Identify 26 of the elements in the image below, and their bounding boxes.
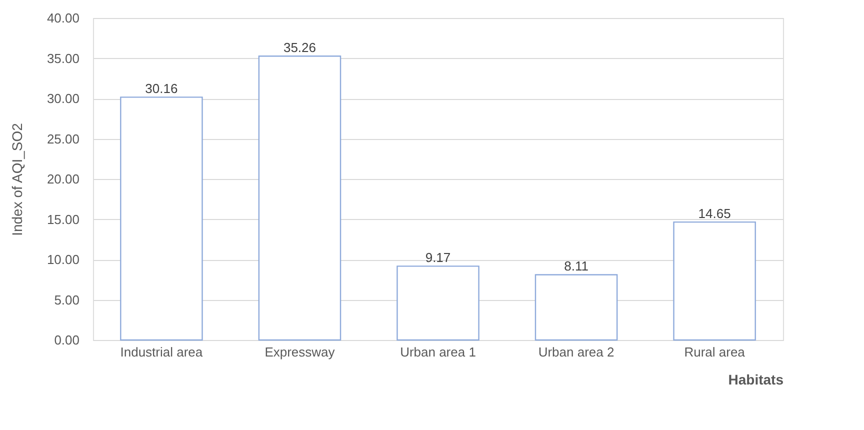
y-tick-label: 5.00 [54, 292, 80, 308]
data-label: 9.17 [425, 250, 451, 266]
bar [673, 221, 756, 341]
data-label: 14.65 [698, 206, 731, 222]
y-tick-label: 0.00 [54, 332, 80, 348]
y-tick-label: 15.00 [46, 212, 80, 227]
x-tick-label: Urban area 1 [400, 344, 476, 360]
data-label: 30.16 [145, 81, 178, 96]
bar [120, 96, 203, 341]
y-tick-label: 25.00 [46, 131, 80, 146]
y-tick-label: 30.00 [46, 91, 80, 106]
data-label: 8.11 [564, 258, 588, 274]
data-label: 35.26 [283, 40, 316, 56]
x-tick-label: Urban area 2 [538, 344, 614, 360]
bar [396, 266, 480, 341]
y-tick-label: 40.00 [46, 10, 80, 26]
y-tick-label: 35.00 [46, 50, 80, 66]
y-tick-label: 10.00 [46, 252, 80, 267]
x-tick-label: Expressway [264, 344, 336, 360]
y-tick-label: 20.00 [46, 172, 80, 186]
x-tick-label: Industrial area [120, 344, 204, 360]
bar [258, 56, 342, 341]
bar [534, 274, 618, 341]
y-axis-title: Index of AQI_SO2 [8, 122, 25, 236]
x-axis-title: Habitats [728, 372, 784, 388]
x-tick-label: Rural area [684, 344, 746, 360]
